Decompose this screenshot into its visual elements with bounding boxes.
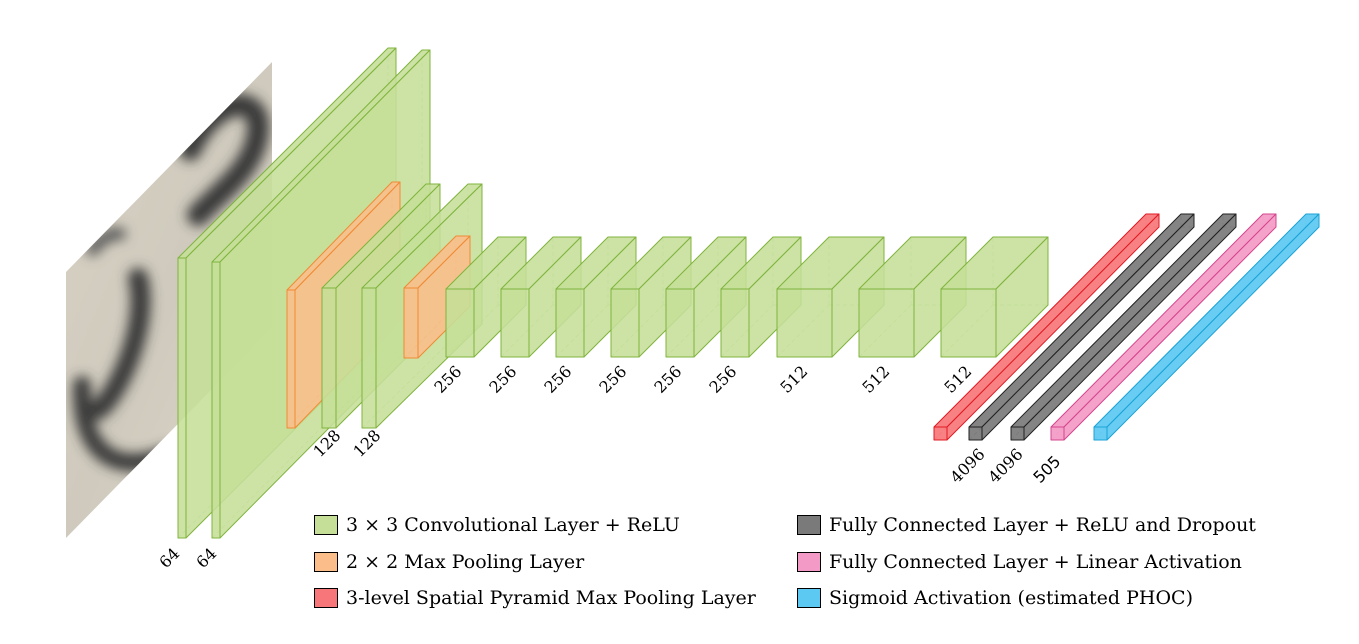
legend-spp-swatch xyxy=(314,588,338,608)
dim-label-fc3: 505 xyxy=(1029,452,1064,487)
conv3-e-layer xyxy=(665,236,747,358)
legend-spp: 3-level Spatial Pyramid Max Pooling Laye… xyxy=(314,585,756,611)
sigmoid-layer xyxy=(1093,213,1320,441)
fc1-layer xyxy=(968,213,1195,441)
dim-label-fc2: 4096 xyxy=(984,445,1026,487)
spp-layer xyxy=(933,213,1160,441)
conv4-c-layer xyxy=(940,236,1049,358)
legend-sigmoid-swatch xyxy=(797,588,821,608)
conv4-b-layer xyxy=(858,236,967,358)
dim-label-conv3-e: 256 xyxy=(650,362,685,397)
dim-label-conv1-b: 64 xyxy=(192,544,220,572)
legend-conv-label: 3 × 3 Convolutional Layer + ReLU xyxy=(346,514,680,536)
legend-fc-relu: Fully Connected Layer + ReLU and Dropout xyxy=(797,512,1256,538)
pool2-layer xyxy=(403,235,471,359)
conv3-b-layer xyxy=(500,236,582,358)
legend-pool-swatch xyxy=(314,552,338,572)
fc2-layer xyxy=(1010,213,1237,441)
legend-conv: 3 × 3 Convolutional Layer + ReLU xyxy=(314,512,680,538)
dim-label-conv3-d: 256 xyxy=(595,362,630,397)
dim-label-conv3-b: 256 xyxy=(485,362,520,397)
dim-label-fc1: 4096 xyxy=(946,445,988,487)
legend-fc-linear: Fully Connected Layer + Linear Activatio… xyxy=(797,549,1242,575)
network-layers xyxy=(177,47,1320,539)
legend-fc-relu-swatch xyxy=(797,515,821,535)
dim-label-conv1-a: 64 xyxy=(155,544,183,572)
conv3-f-layer xyxy=(720,236,802,358)
dim-label-conv2-b: 128 xyxy=(349,426,384,461)
conv4-a-layer xyxy=(776,236,885,358)
legend-sigmoid: Sigmoid Activation (estimated PHOC) xyxy=(797,585,1193,611)
legend-pool-label: 2 × 2 Max Pooling Layer xyxy=(346,551,585,573)
dim-label-conv3-f: 256 xyxy=(705,362,740,397)
dim-label-conv4-a: 512 xyxy=(776,362,811,397)
conv3-c-layer xyxy=(555,236,637,358)
legend-fc-linear-swatch xyxy=(797,552,821,572)
dim-label-conv4-b: 512 xyxy=(858,362,893,397)
fc3-layer xyxy=(1050,213,1277,441)
legend-spp-label: 3-level Spatial Pyramid Max Pooling Laye… xyxy=(346,587,756,609)
dim-label-conv3-c: 256 xyxy=(540,362,575,397)
legend-conv-swatch xyxy=(314,515,338,535)
legend-sigmoid-label: Sigmoid Activation (estimated PHOC) xyxy=(829,587,1193,609)
conv3-d-layer xyxy=(610,236,692,358)
legend-fc-relu-label: Fully Connected Layer + ReLU and Dropout xyxy=(829,514,1256,536)
legend-fc-linear-label: Fully Connected Layer + Linear Activatio… xyxy=(829,551,1242,573)
legend-pool: 2 × 2 Max Pooling Layer xyxy=(314,549,584,575)
